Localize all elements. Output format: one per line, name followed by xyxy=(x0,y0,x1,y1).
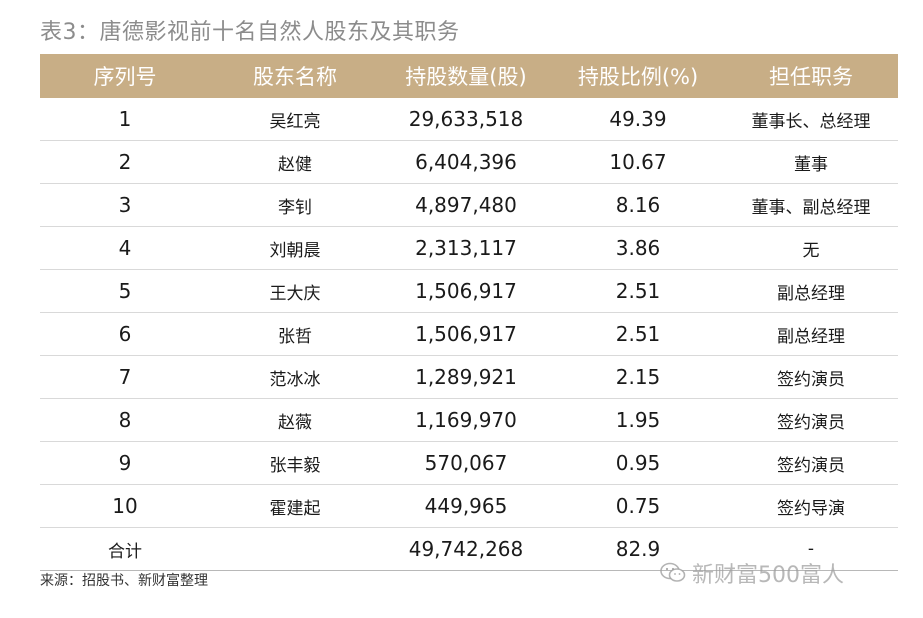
cell-role: 副总经理 xyxy=(724,312,898,356)
cell-no: 9 xyxy=(40,441,210,485)
cell-pct: 8.16 xyxy=(552,183,724,227)
watermark-text: 新财富500富人 xyxy=(692,563,844,588)
cell-pct: 0.75 xyxy=(552,484,724,528)
column-header: 股东名称 xyxy=(210,54,380,98)
cell-name: 吴红亮 xyxy=(210,98,380,141)
cell-shares: 570,067 xyxy=(380,441,552,485)
source-note: 来源：招股书、新财富整理 xyxy=(40,573,208,589)
wechat-icon xyxy=(660,562,686,582)
table-row: 7 范冰冰 1,289,921 2.15 签约演员 xyxy=(40,355,898,399)
cell-shares: 4,897,480 xyxy=(380,183,552,227)
cell-shares: 2,313,117 xyxy=(380,226,552,270)
watermark: 新财富500富人 xyxy=(660,557,844,589)
cell-pct: 0.95 xyxy=(552,441,724,485)
cell-no: 4 xyxy=(40,226,210,270)
table-title: 表3：唐德影视前十名自然人股东及其职务 xyxy=(40,20,460,45)
cell-shares: 449,965 xyxy=(380,484,552,528)
cell-role: 签约导演 xyxy=(724,484,898,528)
cell-role: 董事、副总经理 xyxy=(724,183,898,227)
column-header: 担任职务 xyxy=(724,54,898,98)
total-name xyxy=(210,527,380,571)
cell-no: 8 xyxy=(40,398,210,442)
cell-shares: 29,633,518 xyxy=(380,98,552,141)
table-row: 3 李钊 4,897,480 8.16 董事、副总经理 xyxy=(40,183,898,227)
cell-role: 无 xyxy=(724,226,898,270)
cell-no: 2 xyxy=(40,140,210,184)
table-row: 2 赵健 6,404,396 10.67 董事 xyxy=(40,140,898,184)
table-row: 4 刘朝晨 2,313,117 3.86 无 xyxy=(40,226,898,270)
cell-no: 7 xyxy=(40,355,210,399)
cell-role: 签约演员 xyxy=(724,355,898,399)
cell-pct: 2.51 xyxy=(552,312,724,356)
cell-role: 签约演员 xyxy=(724,441,898,485)
total-label: 合计 xyxy=(40,527,210,571)
cell-pct: 10.67 xyxy=(552,140,724,184)
table-row: 1 吴红亮 29,633,518 49.39 董事长、总经理 xyxy=(40,98,898,141)
cell-no: 1 xyxy=(40,98,210,141)
table-row: 8 赵薇 1,169,970 1.95 签约演员 xyxy=(40,398,898,442)
cell-no: 6 xyxy=(40,312,210,356)
cell-name: 赵薇 xyxy=(210,398,380,442)
column-header: 序列号 xyxy=(40,54,210,98)
cell-name: 刘朝晨 xyxy=(210,226,380,270)
cell-no: 10 xyxy=(40,484,210,528)
cell-name: 张哲 xyxy=(210,312,380,356)
cell-role: 签约演员 xyxy=(724,398,898,442)
cell-name: 赵健 xyxy=(210,140,380,184)
total-shares: 49,742,268 xyxy=(380,527,552,571)
cell-shares: 1,506,917 xyxy=(380,312,552,356)
total-pct: 82.9 xyxy=(552,527,724,571)
cell-pct: 3.86 xyxy=(552,226,724,270)
cell-no: 5 xyxy=(40,269,210,313)
cell-pct: 2.15 xyxy=(552,355,724,399)
cell-shares: 1,169,970 xyxy=(380,398,552,442)
total-role: - xyxy=(724,527,898,571)
cell-pct: 1.95 xyxy=(552,398,724,442)
cell-name: 范冰冰 xyxy=(210,355,380,399)
table-row: 10 霍建起 449,965 0.75 签约导演 xyxy=(40,484,898,528)
header-row: 序列号 股东名称 持股数量(股) 持股比例(%) 担任职务 xyxy=(40,54,898,98)
cell-pct: 2.51 xyxy=(552,269,724,313)
cell-role: 董事 xyxy=(724,140,898,184)
cell-role: 副总经理 xyxy=(724,269,898,313)
cell-name: 霍建起 xyxy=(210,484,380,528)
cell-role: 董事长、总经理 xyxy=(724,98,898,141)
cell-pct: 49.39 xyxy=(552,98,724,141)
cell-shares: 1,506,917 xyxy=(380,269,552,313)
cell-shares: 6,404,396 xyxy=(380,140,552,184)
column-header: 持股比例(%) xyxy=(552,54,724,98)
cell-name: 王大庆 xyxy=(210,269,380,313)
cell-shares: 1,289,921 xyxy=(380,355,552,399)
shareholder-table: 序列号 股东名称 持股数量(股) 持股比例(%) 担任职务 1 吴红亮 29,633… xyxy=(40,54,898,571)
table-row: 5 王大庆 1,506,917 2.51 副总经理 xyxy=(40,269,898,313)
table-row: 9 张丰毅 570,067 0.95 签约演员 xyxy=(40,441,898,485)
cell-name: 张丰毅 xyxy=(210,441,380,485)
table-row: 6 张哲 1,506,917 2.51 副总经理 xyxy=(40,312,898,356)
column-header: 持股数量(股) xyxy=(380,54,552,98)
cell-no: 3 xyxy=(40,183,210,227)
cell-name: 李钊 xyxy=(210,183,380,227)
total-row: 合计 49,742,268 82.9- xyxy=(40,527,898,571)
